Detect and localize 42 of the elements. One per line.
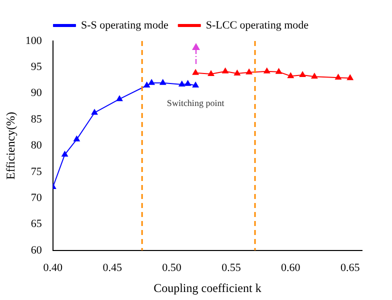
legend-label: S-S operating mode — [80, 19, 168, 32]
x-tick-label: 0.40 — [43, 262, 64, 274]
x-tick-label: 0.50 — [162, 262, 182, 274]
point — [335, 74, 342, 80]
x-tick-label: 0.55 — [222, 262, 242, 274]
y-tick-label: 75 — [30, 166, 42, 178]
y-tick-label: 90 — [30, 87, 42, 100]
point — [222, 68, 228, 74]
y-axis-title: Efficiency(%) — [3, 112, 18, 180]
point — [264, 68, 270, 74]
point — [184, 80, 191, 86]
point — [288, 72, 294, 78]
y-tick-label: 65 — [30, 218, 42, 230]
point — [62, 151, 68, 157]
point — [311, 73, 318, 79]
point — [192, 69, 199, 75]
point — [208, 70, 214, 76]
point — [347, 74, 354, 80]
point — [144, 82, 150, 88]
point — [192, 82, 199, 88]
x-tick-label: 0.45 — [102, 262, 122, 274]
y-tick-label: 60 — [30, 244, 42, 256]
point — [299, 72, 306, 78]
point — [116, 96, 123, 102]
point — [178, 80, 185, 86]
point — [160, 79, 166, 85]
x-tick-label: 0.60 — [281, 262, 301, 274]
point — [74, 136, 80, 142]
y-tick-label: 80 — [30, 140, 42, 152]
x-tick-label: 0.65 — [340, 262, 360, 274]
point — [148, 79, 155, 85]
y-tick-label: 100 — [25, 34, 42, 47]
x-axis-title: Coupling coefficient k — [154, 280, 262, 295]
y-tick-label: 95 — [30, 61, 42, 74]
y-tick-label: 85 — [30, 113, 42, 126]
y-tick-label: 70 — [30, 192, 42, 204]
point — [234, 70, 240, 76]
annotation: Switching point — [166, 98, 225, 108]
point — [91, 109, 98, 115]
point — [246, 68, 252, 74]
point — [276, 68, 282, 74]
legend-label: S-LCC operating mode — [206, 19, 309, 32]
